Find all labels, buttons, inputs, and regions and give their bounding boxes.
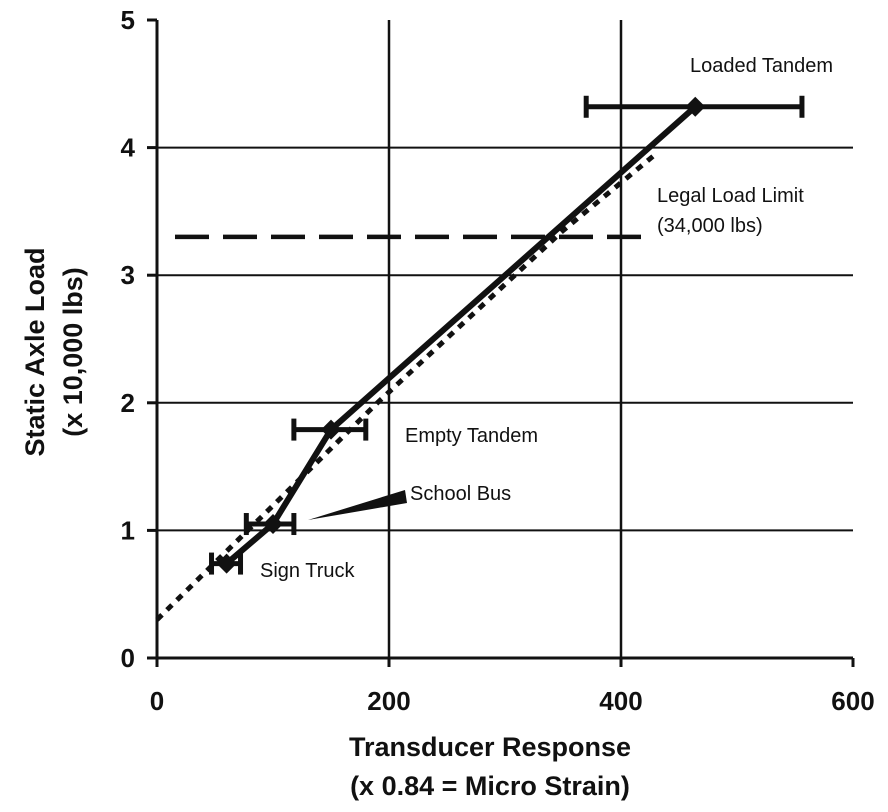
x-axis-title-line1: Transducer Response [349, 732, 631, 762]
data-markers [216, 96, 706, 574]
annotation-school-bus: School Bus [410, 483, 511, 505]
data-point-1 [263, 514, 283, 535]
y-tick-label-2: 2 [121, 388, 135, 418]
data-point-2 [321, 419, 341, 440]
y-tick-label-1: 1 [121, 515, 135, 545]
x-tick-label-600: 600 [831, 686, 874, 716]
y-axis-title-line2: (x 10,000 lbs) [58, 267, 88, 437]
dotted-series-line [155, 152, 658, 622]
solid-series-line [224, 104, 698, 566]
solid-series [224, 104, 698, 566]
annotation-legal-limit-line2: (34,000 lbs) [657, 215, 763, 237]
x-axis-title-line2: (x 0.84 = Micro Strain) [350, 771, 630, 801]
school-bus-callout-pointer [308, 490, 407, 520]
y-tick-label-3: 3 [121, 260, 135, 290]
x-tick-label-200: 200 [367, 686, 410, 716]
y-tick-label-4: 4 [121, 133, 136, 163]
axes [147, 18, 855, 667]
data-point-0 [216, 553, 237, 574]
annotation-empty-tandem: Empty Tandem [405, 425, 538, 447]
y-axis-title-line1: Static Axle Load [20, 247, 50, 456]
tick-labels: 0 1 2 3 4 5 0 200 400 600 [121, 5, 875, 716]
data-point-3 [685, 96, 706, 117]
dotted-series [155, 152, 658, 622]
y-tick-label-5: 5 [121, 5, 135, 35]
annotation-loaded-tandem: Loaded Tandem [690, 55, 833, 77]
x-tick-label-0: 0 [150, 686, 164, 716]
y-tick-label-0: 0 [121, 643, 135, 673]
x-tick-label-400: 400 [599, 686, 642, 716]
annotation-sign-truck: Sign Truck [260, 560, 355, 582]
annotation-legal-limit-line1: Legal Load Limit [657, 185, 804, 207]
